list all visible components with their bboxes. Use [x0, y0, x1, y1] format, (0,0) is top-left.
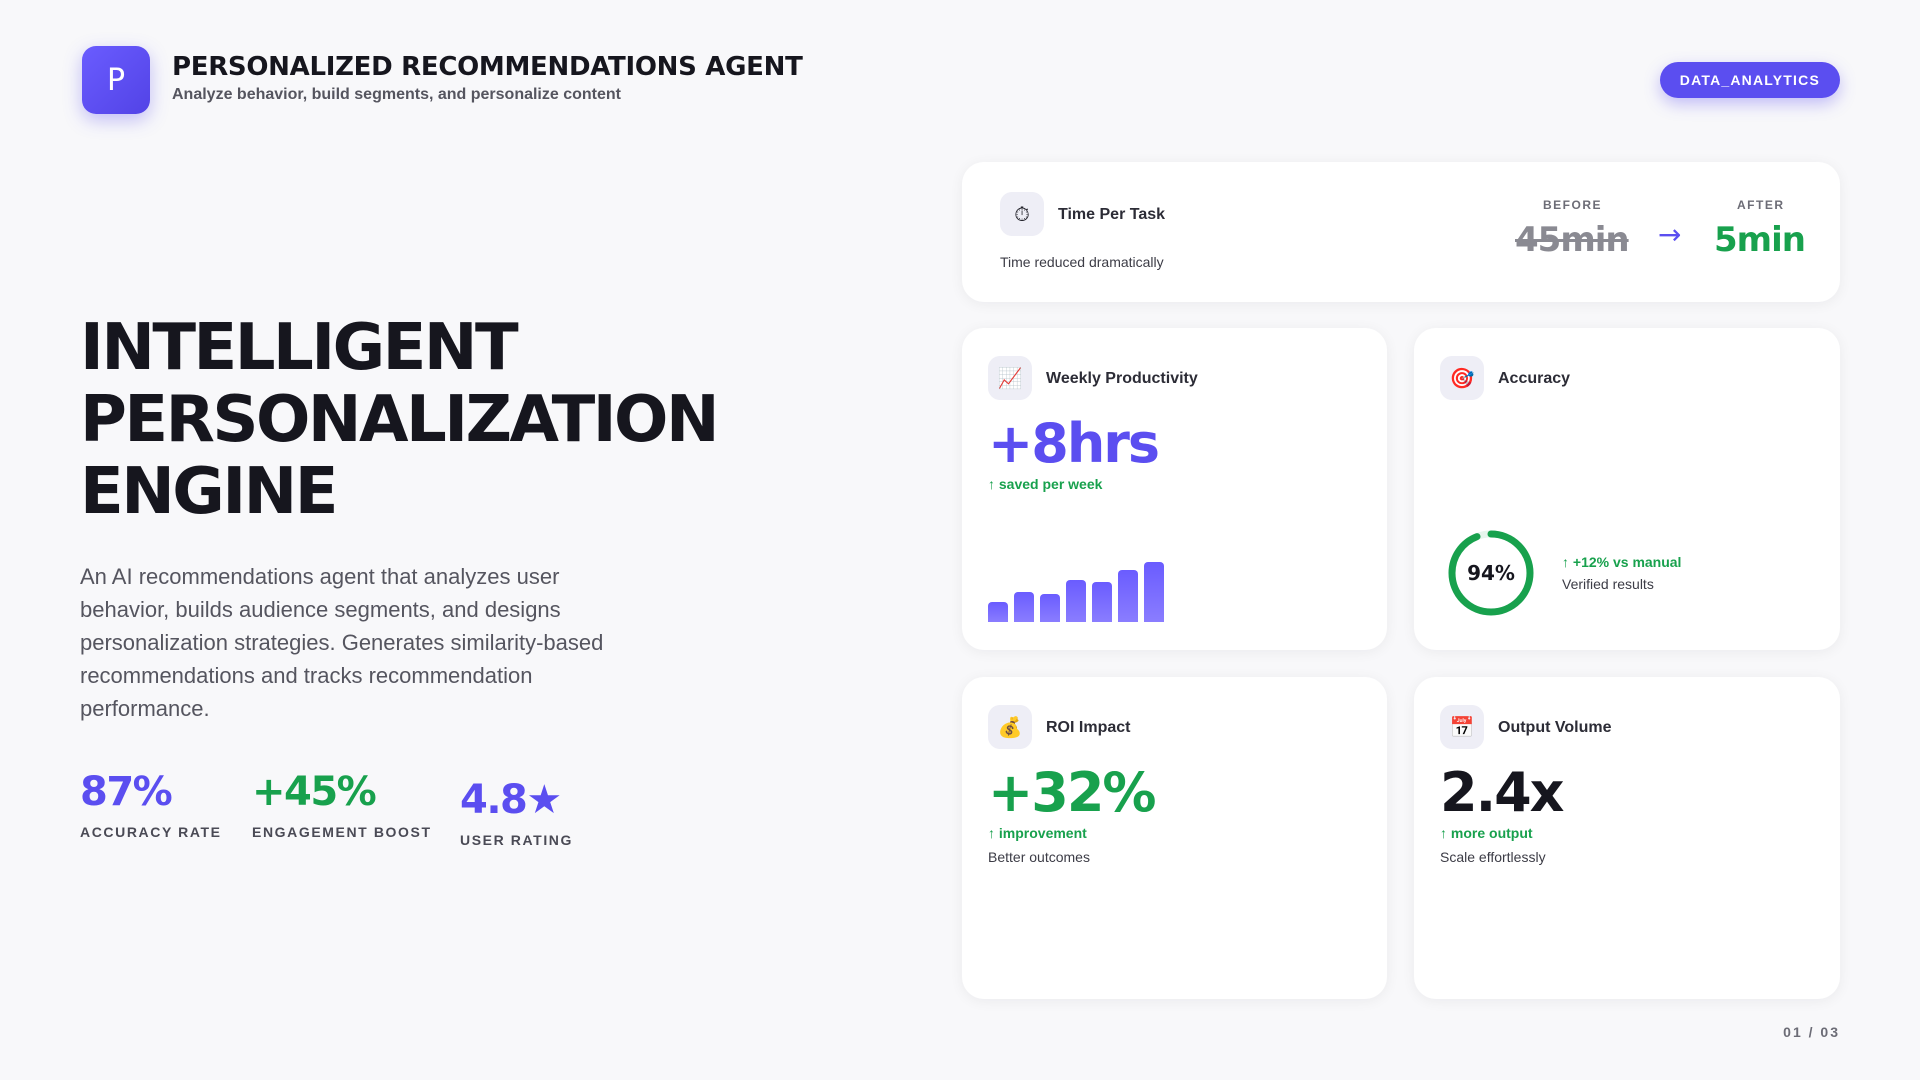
arrow-right-icon: →: [1658, 218, 1682, 251]
chart-increasing-icon: 📈: [988, 356, 1032, 400]
card-caption: Scale effortlessly: [1440, 849, 1546, 865]
after-value: 5min: [1714, 220, 1806, 260]
accuracy-card: 🎯 Accuracy 94% ↑ +12% vs manual Verified…: [1414, 328, 1840, 650]
pagination: 01 / 03: [1783, 1024, 1840, 1040]
productivity-bar: [1066, 580, 1086, 622]
card-caption: Verified results: [1562, 576, 1654, 592]
card-title: Weekly Productivity: [1046, 370, 1198, 387]
kpi-engagement-boost: +45% ENGAGEMENT BOOST: [252, 768, 432, 840]
hero-description: An AI recommendations agent that analyze…: [80, 564, 604, 721]
kpi-value: 87%: [80, 769, 173, 815]
category-badge[interactable]: DATA_ANALYTICS: [1659, 62, 1840, 98]
card-title: Output Volume: [1498, 719, 1612, 736]
roi-impact-card: 💰 ROI Impact +32% ↑ improvement Better o…: [962, 677, 1387, 999]
trend-label: ↑ improvement: [988, 825, 1087, 841]
productivity-bar: [1092, 582, 1112, 622]
accuracy-progress-ring: 94%: [1448, 530, 1534, 616]
money-bag-icon: 💰: [988, 705, 1032, 749]
productivity-bar: [988, 602, 1008, 622]
app-subtitle: Analyze behavior, build segments, and pe…: [172, 86, 621, 103]
kpi-value: +45%: [252, 769, 377, 815]
hero-title-line: PERSONALIZATION: [80, 383, 720, 457]
output-value: 2.4x: [1440, 761, 1564, 824]
hero-title-line: INTELLIGENT: [80, 311, 519, 385]
trend-label: ↑ saved per week: [988, 476, 1103, 492]
target-icon: 🎯: [1440, 356, 1484, 400]
roi-value: +32%: [988, 761, 1156, 824]
productivity-bar: [1144, 562, 1164, 622]
ring-value: 94%: [1467, 561, 1515, 585]
app-logo: P: [82, 46, 150, 114]
time-per-task-card: ⏱ Time Per Task Time reduced dramaticall…: [962, 162, 1840, 302]
stopwatch-icon: ⏱: [1000, 192, 1044, 236]
productivity-bar: [1118, 570, 1138, 622]
productivity-value: +8hrs: [988, 412, 1160, 475]
hero-title: INTELLIGENT PERSONALIZATION ENGINE: [80, 311, 720, 529]
trend-label: ↑ more output: [1440, 825, 1533, 841]
kpi-accuracy-rate: 87% ACCURACY RATE: [80, 768, 222, 840]
app-title: PERSONALIZED RECOMMENDATIONS AGENT: [172, 52, 803, 82]
kpi-user-rating: 4.8★ USER RATING: [460, 776, 573, 848]
output-volume-card: 📅 Output Volume 2.4x ↑ more output Scale…: [1414, 677, 1840, 999]
card-title: Accuracy: [1498, 370, 1571, 387]
ring-fill: [1448, 530, 1534, 616]
before-label: BEFORE: [1543, 198, 1603, 212]
calendar-icon: 📅: [1440, 705, 1484, 749]
productivity-bar: [1014, 592, 1034, 622]
card-title: Time Per Task: [1058, 206, 1166, 223]
before-value: 45min: [1515, 220, 1630, 260]
trend-label: ↑ +12% vs manual: [1562, 554, 1682, 570]
card-caption: Better outcomes: [988, 849, 1090, 865]
card-caption: Time reduced dramatically: [1000, 254, 1164, 270]
after-label: AFTER: [1737, 198, 1785, 212]
kpi-label: ACCURACY RATE: [80, 824, 222, 840]
hero-title-line: ENGINE: [80, 455, 338, 529]
productivity-bar: [1040, 594, 1060, 622]
kpi-label: ENGAGEMENT BOOST: [252, 824, 432, 840]
kpi-label: USER RATING: [460, 832, 574, 848]
kpi-value: 4.8★: [460, 777, 562, 823]
weekly-productivity-card: 📈 Weekly Productivity +8hrs ↑ saved per …: [962, 328, 1387, 650]
card-title: ROI Impact: [1046, 719, 1131, 736]
